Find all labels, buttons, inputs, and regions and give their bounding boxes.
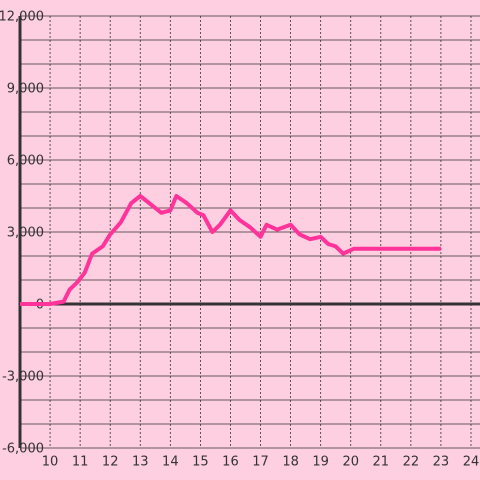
data-line xyxy=(20,194,441,306)
y-tick-label: 9,000 xyxy=(7,82,44,97)
x-tick-label: 20 xyxy=(342,455,359,470)
x-tick-label: 17 xyxy=(252,455,269,470)
x-tick-label: 10 xyxy=(42,455,59,470)
y-tick-label: -3,000 xyxy=(2,370,44,385)
x-tick-label: 24 xyxy=(463,455,480,470)
x-tick-label: 22 xyxy=(403,455,420,470)
x-tick-label: 18 xyxy=(282,455,299,470)
y-tick-label: 6,000 xyxy=(7,154,44,169)
x-tick-label: 14 xyxy=(162,455,179,470)
y-tick-label: 3,000 xyxy=(7,226,44,241)
y-tick-label: 12,000 xyxy=(0,10,44,25)
x-tick-label: 19 xyxy=(312,455,329,470)
y-tick-label: -6,000 xyxy=(2,442,44,457)
x-tick-label: 12 xyxy=(102,455,119,470)
x-tick-label: 23 xyxy=(433,455,450,470)
x-tick-label: 13 xyxy=(132,455,149,470)
x-tick-label: 11 xyxy=(72,455,89,470)
x-tick-label: 15 xyxy=(192,455,209,470)
x-tick-label: 21 xyxy=(373,455,390,470)
x-tick-label: 16 xyxy=(222,455,239,470)
